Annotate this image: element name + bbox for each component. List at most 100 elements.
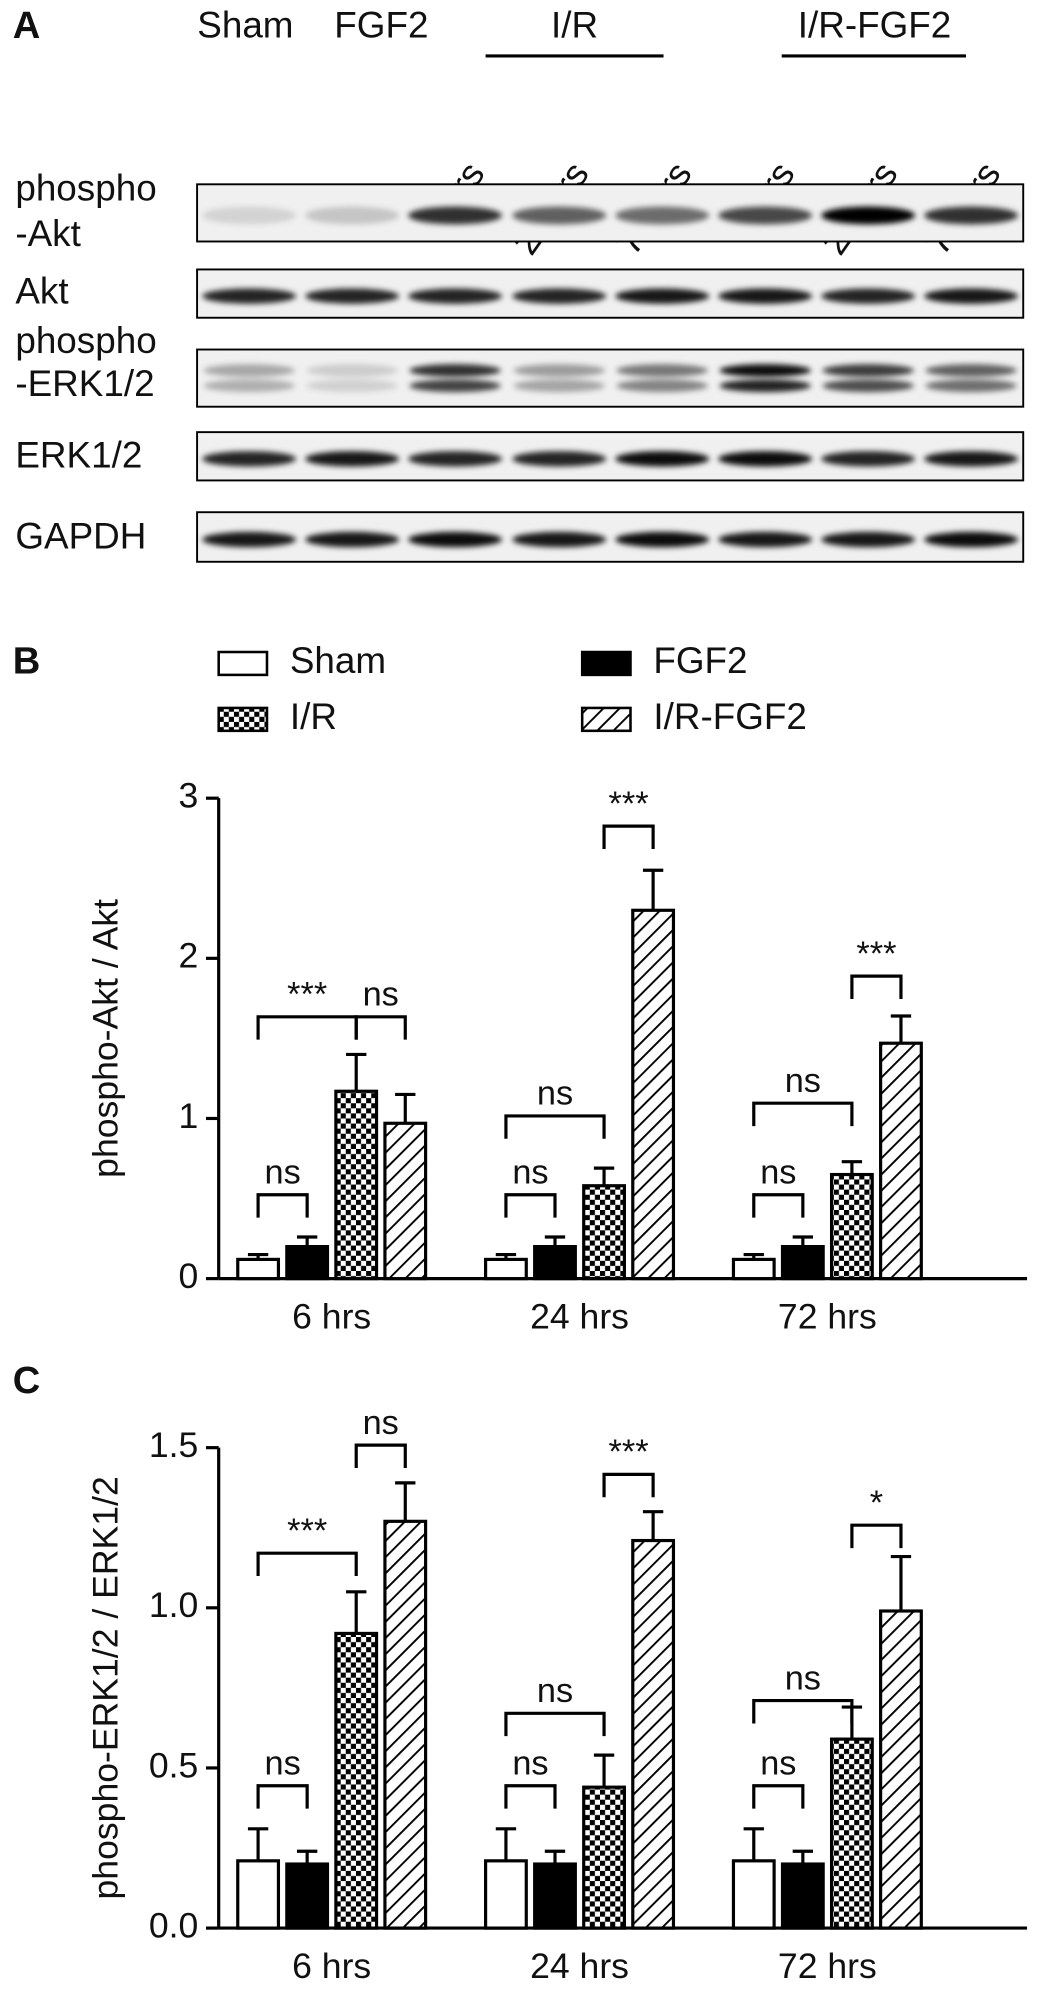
band [408, 531, 503, 548]
blot-box [196, 348, 1025, 408]
row-label: -ERK1/2 [15, 363, 154, 404]
significance-label: ns [760, 1744, 796, 1782]
band [718, 531, 813, 548]
significance-label: ns [785, 1062, 821, 1100]
significance-label: *** [609, 785, 649, 823]
y-tick-label: 2 [179, 936, 199, 976]
significance-bracket [354, 1015, 407, 1040]
y-tick-label: 0 [179, 1256, 199, 1296]
panel-label: C [13, 1359, 41, 1402]
bar [484, 1257, 528, 1281]
band [512, 288, 607, 304]
band [512, 206, 607, 225]
significance-bracket [752, 1193, 805, 1218]
row-label: Akt [15, 270, 68, 311]
band [408, 451, 503, 467]
band [615, 288, 710, 304]
band [719, 379, 811, 393]
band [512, 451, 607, 467]
band [202, 531, 297, 548]
bar [829, 1737, 874, 1930]
band [305, 451, 400, 467]
band [821, 451, 916, 467]
band [202, 288, 297, 304]
band [202, 206, 297, 225]
significance-bracket [256, 1193, 309, 1218]
band [924, 206, 1019, 225]
legend-label: I/R [290, 696, 337, 737]
band [203, 364, 295, 377]
significance-label: ns [363, 976, 399, 1014]
legend-swatch [217, 706, 269, 733]
bar [285, 1862, 330, 1930]
band [821, 531, 916, 548]
x-tick-label: 72 hrs [778, 1946, 877, 1986]
band [719, 364, 811, 377]
y-tick-label: 1.0 [149, 1585, 198, 1625]
band [822, 379, 914, 393]
bar [582, 1184, 626, 1281]
bar [631, 1538, 676, 1930]
y-tick-label: 3 [179, 776, 199, 816]
significance-bracket [602, 824, 655, 850]
significance-label: ns [512, 1744, 548, 1782]
significance-label: ns [537, 1672, 573, 1710]
x-tick-label: 72 hrs [778, 1297, 877, 1337]
band [306, 379, 398, 393]
bar [829, 1172, 874, 1281]
band [513, 379, 606, 393]
bar [631, 908, 676, 1281]
bar [383, 1121, 428, 1281]
significance-bracket [256, 1551, 358, 1577]
bar [236, 1257, 281, 1281]
band [615, 451, 710, 467]
bar [533, 1245, 577, 1281]
band [408, 288, 503, 304]
significance-bracket [602, 1472, 655, 1498]
x-tick-label: 24 hrs [530, 1946, 629, 1986]
significance-label: ns [363, 1404, 399, 1442]
significance-bracket [752, 1784, 805, 1809]
bar [731, 1859, 776, 1930]
bar [334, 1089, 379, 1281]
band [924, 288, 1019, 304]
band [305, 288, 400, 304]
band [718, 288, 813, 304]
legend-label: Sham [290, 640, 386, 681]
band [821, 288, 916, 304]
panel-label: A [13, 4, 41, 47]
significance-bracket [504, 1193, 557, 1218]
band [203, 379, 295, 393]
legend-swatch [217, 650, 269, 677]
legend-swatch [580, 706, 632, 733]
band [616, 379, 709, 393]
significance-bracket [752, 1101, 854, 1127]
band [409, 364, 501, 377]
band [615, 206, 710, 225]
band [925, 379, 1017, 393]
x-tick-label: 24 hrs [530, 1297, 629, 1337]
row-label: GAPDH [15, 516, 146, 557]
band [305, 206, 400, 225]
significance-bracket [850, 1523, 903, 1549]
significance-label: * [870, 1484, 883, 1522]
band [925, 364, 1017, 377]
significance-label: ns [760, 1153, 796, 1191]
bar [780, 1862, 825, 1930]
legend-label: FGF2 [653, 640, 747, 681]
row-label: -Akt [15, 213, 81, 254]
y-tick-label: 1 [179, 1096, 199, 1136]
bar [383, 1519, 428, 1930]
band [616, 364, 709, 377]
row-label: ERK1/2 [15, 434, 142, 475]
significance-bracket [504, 1114, 606, 1139]
y-tick-label: 0.5 [149, 1745, 198, 1785]
band [408, 206, 503, 225]
significance-label: ns [537, 1075, 573, 1113]
band [513, 364, 606, 377]
band [924, 531, 1019, 548]
y-tick-label: 0.0 [149, 1906, 198, 1946]
significance-label: ns [265, 1744, 301, 1782]
